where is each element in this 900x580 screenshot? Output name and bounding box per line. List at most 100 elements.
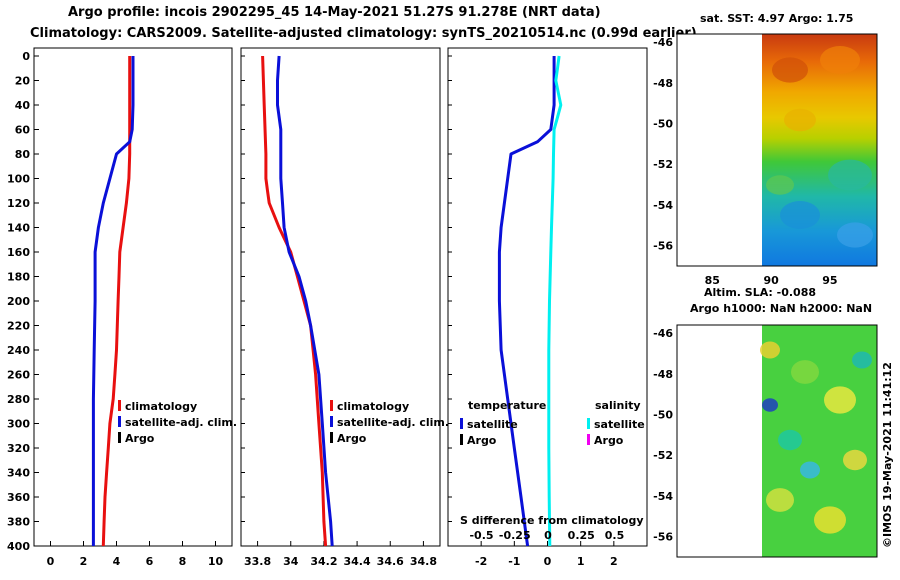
map-y-tick-label: -56: [653, 240, 673, 253]
map-y-tick-label: -48: [653, 77, 673, 90]
sla-map-title-2: Argo h1000: NaN h2000: NaN: [690, 302, 873, 315]
sst-texture: [828, 159, 872, 191]
legend-label: satellite-adj. clim.: [125, 416, 237, 429]
sla-map-frame: [676, 324, 878, 558]
legend-swatch: [118, 416, 121, 427]
x-tick-label: 34: [283, 555, 299, 568]
y-tick-label: 260: [7, 369, 30, 382]
map-y-tick-label: -50: [653, 118, 673, 131]
legend-label: Argo: [467, 434, 497, 447]
map-x-tick-label: 90: [763, 274, 779, 287]
legend-label: satellite: [594, 418, 645, 431]
x-tick-label: 0: [544, 555, 552, 568]
sst-texture: [837, 222, 873, 248]
sla-texture: [824, 386, 856, 414]
series-climatology: [101, 56, 132, 547]
y-tick-label: 340: [7, 467, 30, 480]
y-tick-label: 40: [15, 99, 31, 112]
x-tick-label: 33.8: [244, 555, 271, 568]
secondary-x-tick-label: 0.25: [568, 529, 595, 542]
y-tick-label: 240: [7, 344, 30, 357]
legend-swatch: [118, 400, 121, 411]
map-y-tick-label: -48: [653, 368, 673, 381]
legend-swatch: [330, 432, 333, 443]
secondary-x-tick-label: -0.5: [469, 529, 493, 542]
sla-texture: [843, 449, 867, 471]
secondary-x-tick-label: 0.5: [605, 529, 625, 542]
x-tick-label: -2: [475, 555, 487, 568]
map-y-tick-label: -46: [653, 36, 673, 49]
map-y-tick-label: -52: [653, 158, 673, 171]
y-tick-label: 300: [7, 418, 30, 431]
x-tick-label: 2: [80, 555, 88, 568]
y-tick-label: 160: [7, 246, 30, 259]
series-satellite-adj-clim-: [91, 56, 135, 546]
legend-swatch: [330, 416, 333, 427]
sst-map-frame: [676, 33, 878, 267]
x-tick-label: 4: [113, 555, 121, 568]
sst-texture: [820, 46, 860, 74]
y-tick-label: 120: [7, 197, 30, 210]
y-tick-label: 60: [15, 124, 31, 137]
sst-map: [676, 33, 878, 267]
map-y-tick-label: -52: [653, 449, 673, 462]
legend-swatch: [587, 434, 590, 445]
y-tick-label: 20: [15, 75, 31, 88]
title-line-2: Climatology: CARS2009. Satellite-adjuste…: [30, 26, 697, 41]
x-tick-label: 34.8: [410, 555, 437, 568]
sla-texture: [760, 341, 780, 359]
sla-texture: [778, 429, 802, 451]
x-tick-label: 8: [179, 555, 187, 568]
y-tick-label: 280: [7, 393, 30, 406]
map-y-tick-label: -54: [653, 490, 673, 503]
sla-texture: [800, 461, 820, 479]
sla-texture: [791, 360, 819, 384]
title-line-1: Argo profile: incois 2902295_45 14-May-2…: [68, 5, 601, 20]
sla-map-title-1: Altim. SLA: -0.088: [704, 286, 817, 299]
map-y-tick-label: -46: [653, 327, 673, 340]
x-tick-label: 6: [146, 555, 154, 568]
legend-label: climatology: [337, 400, 409, 413]
legend-label: climatology: [125, 400, 197, 413]
sst-map-title: sat. SST: 4.97 Argo: 1.75: [700, 12, 854, 25]
legend-label: satellite: [467, 418, 518, 431]
y-tick-label: 180: [7, 271, 30, 284]
x-tick-label: 0: [47, 555, 55, 568]
y-tick-label: 360: [7, 491, 30, 504]
map-x-tick-label: 85: [705, 274, 720, 287]
map-y-tick-label: -50: [653, 409, 673, 422]
salinity-profile-frame: [240, 47, 441, 547]
map-y-tick-label: -56: [653, 531, 673, 544]
y-tick-label: 140: [7, 222, 30, 235]
sst-texture: [772, 57, 808, 83]
legend-swatch: [460, 434, 463, 445]
sla-map-land-mask: [677, 325, 762, 557]
sla-texture: [814, 506, 846, 534]
y-tick-label: 100: [7, 173, 30, 186]
x-tick-label: 34.2: [310, 555, 337, 568]
legend-swatch: [460, 418, 463, 429]
legend-label: Argo: [594, 434, 624, 447]
secondary-x-tick-label: -0.25: [499, 529, 531, 542]
x-tick-label: 1: [577, 555, 585, 568]
sla-texture: [762, 398, 778, 412]
legend-label: satellite-adj. clim.: [337, 416, 449, 429]
sla-map: [676, 324, 878, 558]
sla-texture: [852, 351, 872, 369]
x-tick-label: 34.4: [344, 555, 371, 568]
y-tick-label: 380: [7, 516, 30, 529]
y-tick-label: 220: [7, 320, 30, 333]
legend-label: Argo: [337, 432, 367, 445]
series-salinity-satellite: [547, 55, 563, 547]
imos-credit: ©IMOS 19-May-2021 11:41:12: [881, 362, 894, 548]
legend-label: Argo: [125, 432, 155, 445]
x-tick-label: 2: [610, 555, 618, 568]
series-temperature-satellite: [497, 56, 556, 547]
y-tick-label: 320: [7, 442, 30, 455]
secondary-x-label: S difference from climatology: [460, 514, 644, 527]
sst-texture: [784, 108, 816, 132]
series-satellite-adj-clim-: [276, 55, 334, 547]
legend-swatch: [118, 432, 121, 443]
x-tick-label: 34.6: [377, 555, 404, 568]
x-tick-label: -1: [508, 555, 520, 568]
